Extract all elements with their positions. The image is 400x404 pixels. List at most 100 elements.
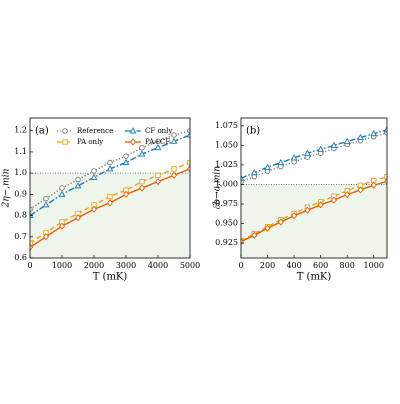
- marker: [107, 159, 113, 166]
- marker: [30, 211, 34, 219]
- marker: [58, 190, 66, 197]
- x-tick-label: 1000: [364, 261, 384, 270]
- marker: [43, 195, 49, 202]
- y-tick-label: 1.2: [14, 126, 27, 135]
- marker: [155, 172, 161, 178]
- marker: [59, 185, 65, 191]
- x-tick-label: 3000: [116, 261, 136, 270]
- marker: [277, 158, 285, 166]
- marker: [186, 131, 190, 138]
- marker: [370, 129, 378, 137]
- plot-area: [241, 125, 387, 246]
- x-tick-label: 0: [238, 261, 243, 270]
- marker: [330, 196, 337, 204]
- y-tick-label: 1.000: [215, 179, 238, 188]
- y-tick-label: 0.7: [14, 232, 27, 241]
- marker: [75, 214, 81, 222]
- series-line: [241, 132, 387, 183]
- x-tick-label: 600: [313, 261, 328, 270]
- marker: [171, 132, 177, 138]
- x-tick-label: 5000: [180, 261, 200, 270]
- y-tick-label: 1.1: [14, 147, 27, 156]
- marker: [138, 150, 146, 157]
- marker: [122, 158, 130, 165]
- legend-marker: [130, 138, 136, 146]
- marker: [250, 169, 258, 176]
- marker: [75, 176, 81, 183]
- marker: [43, 233, 49, 241]
- axes-frame: [29, 117, 191, 259]
- marker: [357, 186, 364, 194]
- y-tick-label: 1.0: [14, 168, 27, 177]
- marker: [91, 168, 97, 174]
- marker: [290, 154, 298, 161]
- y-axis-label: 2η−,min: [2, 168, 12, 208]
- legend-label: Reference: [77, 127, 113, 135]
- x-tick-label: 400: [286, 261, 301, 270]
- marker: [74, 182, 82, 189]
- marker: [123, 190, 129, 198]
- marker: [241, 174, 245, 181]
- y-tick-label: 1.075: [215, 121, 238, 130]
- marker: [241, 179, 244, 185]
- legend-label: CF only: [145, 127, 172, 135]
- region-below-threshold: [30, 173, 190, 258]
- y-tick-label: 0.6: [14, 253, 27, 262]
- marker: [30, 243, 33, 251]
- marker: [264, 224, 271, 232]
- y-axis-label: ℰb→a,min: [213, 166, 223, 210]
- series-line: [241, 129, 387, 179]
- marker: [171, 171, 177, 179]
- marker: [139, 178, 145, 185]
- x-tick-label: 2000: [84, 261, 104, 270]
- marker: [304, 206, 311, 214]
- marker: [155, 138, 161, 145]
- marker: [317, 145, 324, 152]
- marker: [90, 173, 98, 180]
- marker: [171, 166, 177, 172]
- marker: [344, 191, 351, 199]
- marker: [107, 193, 113, 200]
- panel-label: (a): [35, 126, 49, 137]
- legend-marker: [129, 127, 137, 134]
- series-line: [30, 130, 190, 210]
- marker: [139, 144, 145, 151]
- marker: [187, 165, 190, 173]
- marker: [154, 143, 162, 151]
- x-tick-label: 4000: [148, 261, 168, 270]
- legend-label: PA only: [77, 138, 103, 146]
- marker: [139, 184, 145, 192]
- marker: [264, 163, 271, 170]
- legend-label: PA+CF: [145, 138, 170, 146]
- x-tick-label: 200: [260, 261, 275, 270]
- axes-frame: [240, 117, 388, 259]
- y-tick-label: 0.975: [215, 199, 238, 208]
- marker: [330, 141, 338, 148]
- panel-label: (b): [246, 126, 260, 137]
- marker: [30, 240, 33, 246]
- marker: [106, 165, 114, 172]
- marker: [277, 218, 284, 226]
- x-tick-label: 800: [340, 261, 355, 270]
- marker: [42, 201, 50, 208]
- marker: [123, 153, 129, 159]
- marker: [357, 133, 364, 141]
- marker: [383, 125, 387, 133]
- y-tick-label: 1.025: [215, 160, 238, 169]
- legend-marker: [62, 128, 68, 134]
- marker: [155, 178, 161, 186]
- y-tick-label: 0.8: [14, 211, 27, 220]
- marker: [291, 212, 298, 220]
- marker: [343, 137, 351, 144]
- y-tick-label: 1.050: [215, 140, 238, 149]
- marker: [107, 199, 113, 207]
- region-below-threshold: [241, 184, 387, 258]
- plot-area: [30, 127, 190, 251]
- marker: [251, 231, 258, 239]
- y-tick-label: 0.925: [215, 238, 238, 247]
- legend-marker: [62, 139, 68, 145]
- marker: [370, 181, 377, 189]
- marker: [91, 205, 97, 213]
- x-tick-label: 0: [27, 261, 32, 270]
